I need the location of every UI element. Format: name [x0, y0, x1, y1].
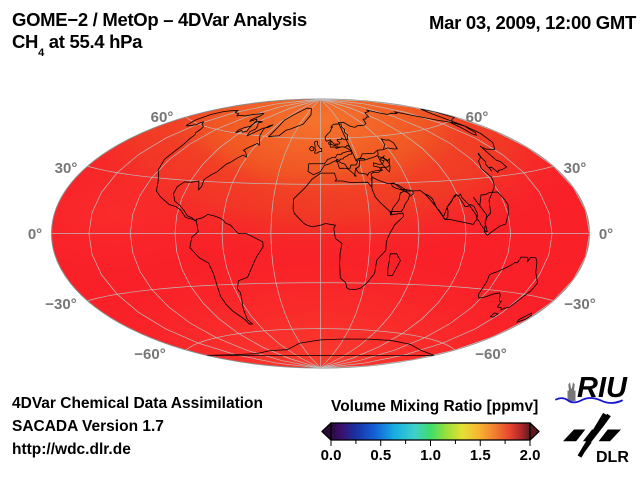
svg-text:−30°: −30°: [564, 296, 595, 313]
svg-text:0.0: 0.0: [321, 447, 342, 464]
svg-text:−60°: −60°: [134, 346, 165, 363]
svg-text:1.0: 1.0: [420, 447, 441, 464]
svg-text:2.0: 2.0: [520, 447, 541, 464]
svg-text:30°: 30°: [55, 160, 78, 177]
svg-text:DLR: DLR: [596, 449, 629, 466]
svg-text:Volume Mixing Ratio [ppmv]: Volume Mixing Ratio [ppmv]: [331, 398, 538, 415]
svg-text:0°: 0°: [28, 226, 42, 243]
svg-text:−60°: −60°: [475, 346, 506, 363]
svg-text:60°: 60°: [466, 109, 489, 126]
svg-text:30°: 30°: [564, 160, 587, 177]
svg-text:0°: 0°: [599, 226, 613, 243]
svg-text:−30°: −30°: [45, 296, 76, 313]
svg-text:60°: 60°: [151, 109, 174, 126]
svg-text:0.5: 0.5: [370, 447, 391, 464]
svg-text:1.5: 1.5: [470, 447, 491, 464]
